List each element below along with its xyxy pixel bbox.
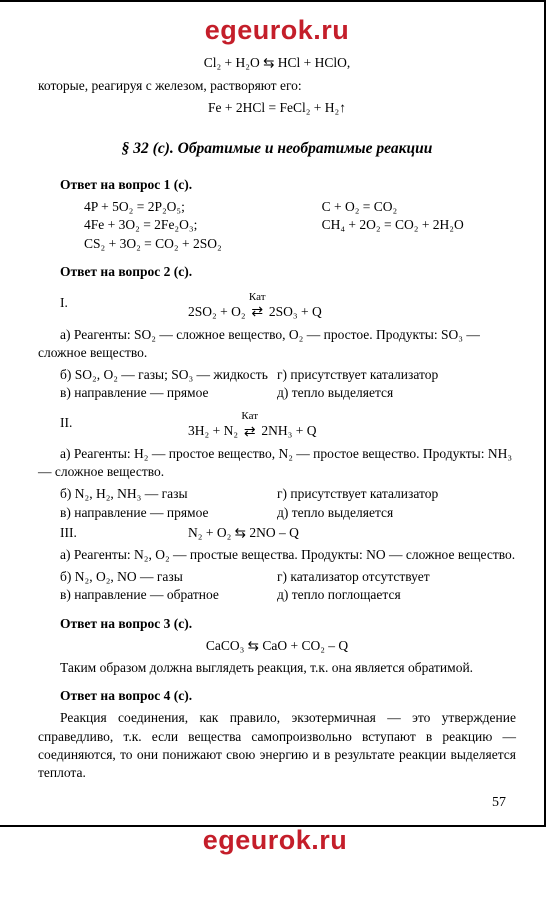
list-row: в) направление — обратное д) тепло погло…: [38, 586, 516, 604]
reaction-row: III. N₂ + O₂ ⇆ 2NO – Q: [38, 524, 516, 542]
answer-heading: Ответ на вопрос 3 (с).: [38, 615, 516, 633]
equation: C + O₂ = CO₂: [322, 198, 516, 216]
equation: CH₄ + 2O₂ = CO₂ + 2H₂O: [322, 216, 516, 234]
paragraph: Таким образом должна выглядеть реакция, …: [38, 659, 516, 677]
catalyst-label: Кат: [241, 410, 258, 422]
roman-label: II.: [38, 414, 188, 432]
list-row: б) SO₂, O₂ — газы; SO₃ — жидкость г) при…: [38, 366, 516, 384]
paragraph: а) Реагенты: H₂ — простое вещество, N₂ —…: [38, 445, 516, 481]
list-item: г) присутствует катализатор: [277, 366, 516, 384]
paragraph: которые, реагируя с железом, растворяют …: [38, 77, 516, 95]
equation: CS₂ + 3O₂ = CO₂ + 2SO₂: [84, 235, 322, 253]
equilibrium-arrow-icon: ⇄: [244, 425, 256, 440]
paragraph: Реакция соединения, как правило, экзотер…: [38, 709, 516, 782]
list-row: б) N₂, H₂, NH₃ — газы г) присутствует ка…: [38, 485, 516, 503]
list-item: б) N₂, H₂, NH₃ — газы: [38, 485, 277, 503]
answer-heading: Ответ на вопрос 4 (с).: [38, 687, 516, 705]
section-title: § 32 (с). Обратимые и необратимые реакци…: [38, 139, 516, 160]
list-item: в) направление — прямое: [38, 384, 277, 402]
list-row: б) N₂, O₂, NO — газы г) катализатор отсу…: [38, 568, 516, 586]
watermark-top: egeurok.ru: [38, 12, 516, 48]
equation: CaCO₃ ⇆ CaO + CO₂ – Q: [38, 637, 516, 655]
roman-label: III.: [38, 524, 188, 542]
answer-heading: Ответ на вопрос 1 (с).: [38, 176, 516, 194]
list-item: д) тепло выделяется: [277, 384, 516, 402]
equation: 4Fe + 3O₂ = 2Fe₂O₃;: [84, 216, 322, 234]
list-item: д) тепло выделяется: [277, 504, 516, 522]
equilibrium-arrow-icon: ⇄: [251, 305, 263, 320]
equation: Cl₂ + H₂O ⇆ HCl + HClO,: [38, 54, 516, 72]
list-item: д) тепло поглощается: [277, 586, 516, 604]
roman-label: I.: [38, 294, 188, 312]
equation: Fe + 2HCl = FeCl₂ + H₂↑: [38, 99, 516, 117]
list-item: б) N₂, O₂, NO — газы: [38, 568, 277, 586]
document-page: egeurok.ru Cl₂ + H₂O ⇆ HCl + HClO, котор…: [0, 2, 544, 821]
list-row: в) направление — прямое д) тепло выделяе…: [38, 384, 516, 402]
equation: 4P + 5O₂ = 2P₂O₅;: [84, 198, 322, 216]
catalyst-label: Кат: [249, 291, 266, 303]
list-item: в) направление — обратное: [38, 586, 277, 604]
paragraph: а) Реагенты: SO₂ — сложное вещество, O₂ …: [38, 326, 516, 362]
equation: N₂ + O₂ ⇆ 2NO – Q: [188, 524, 516, 542]
list-item: г) катализатор отсутствует: [277, 568, 516, 586]
list-item: б) SO₂, O₂ — газы; SO₃ — жидкость: [38, 366, 277, 384]
equation: 2SO₂ + O₂ Кат ⇄ 2SO₃ + Q: [188, 285, 516, 321]
reaction-row: II. 3H₂ + N₂ Кат ⇄ 2NH₃ + Q: [38, 404, 516, 440]
list-item: в) направление — прямое: [38, 504, 277, 522]
list-row: в) направление — прямое д) тепло выделяе…: [38, 504, 516, 522]
equation: 3H₂ + N₂ Кат ⇄ 2NH₃ + Q: [188, 404, 516, 440]
answer-heading: Ответ на вопрос 2 (с).: [38, 263, 516, 281]
page-number: 57: [38, 794, 506, 813]
equation-group: 4P + 5O₂ = 2P₂O₅; 4Fe + 3O₂ = 2Fe₂O₃; CS…: [84, 198, 516, 253]
paragraph: а) Реагенты: N₂, O₂ — простые вещества. …: [38, 546, 516, 564]
list-item: г) присутствует катализатор: [277, 485, 516, 503]
reaction-row: I. 2SO₂ + O₂ Кат ⇄ 2SO₃ + Q: [38, 285, 516, 321]
watermark-bottom: egeurok.ru: [0, 825, 550, 856]
